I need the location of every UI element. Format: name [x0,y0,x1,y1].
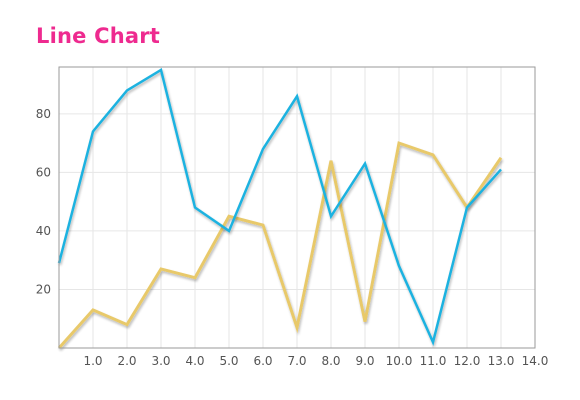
series-line-2 [57,141,503,349]
y-tick-label: 80 [36,107,51,121]
x-axis-ticks: 1.0 2.0 3.0 4.0 5.0 6.0 7.0 8.0 9.0 10.0 11.0 12.0 1… [83,354,548,368]
x-tick-label: 12.0 [454,354,481,368]
y-tick-label: 40 [36,224,51,238]
x-tick-label: 9.0 [355,354,374,368]
y-tick-label: 20 [36,282,51,296]
x-tick-label: 2.0 [117,354,136,368]
series-lines [57,67,503,349]
x-tick-label: 11.0 [420,354,447,368]
plot-frame [58,66,536,349]
x-tick-label: 3.0 [151,354,170,368]
x-tick-label: 1.0 [83,354,102,368]
x-tick-label: 10.0 [386,354,413,368]
x-tick-label: 13.0 [488,354,515,368]
x-tick-label: 4.0 [185,354,204,368]
x-tick-label: 6.0 [253,354,272,368]
x-tick-label: 8.0 [321,354,340,368]
grid [59,67,535,348]
x-tick-label: 5.0 [219,354,238,368]
y-axis-ticks: 20 40 60 80 [36,107,51,297]
y-tick-label: 60 [36,165,51,179]
x-tick-label: 7.0 [287,354,306,368]
chart-title: Line Chart [36,24,161,48]
series-line-1 [57,67,502,346]
x-tick-label: 14.0 [522,354,549,368]
